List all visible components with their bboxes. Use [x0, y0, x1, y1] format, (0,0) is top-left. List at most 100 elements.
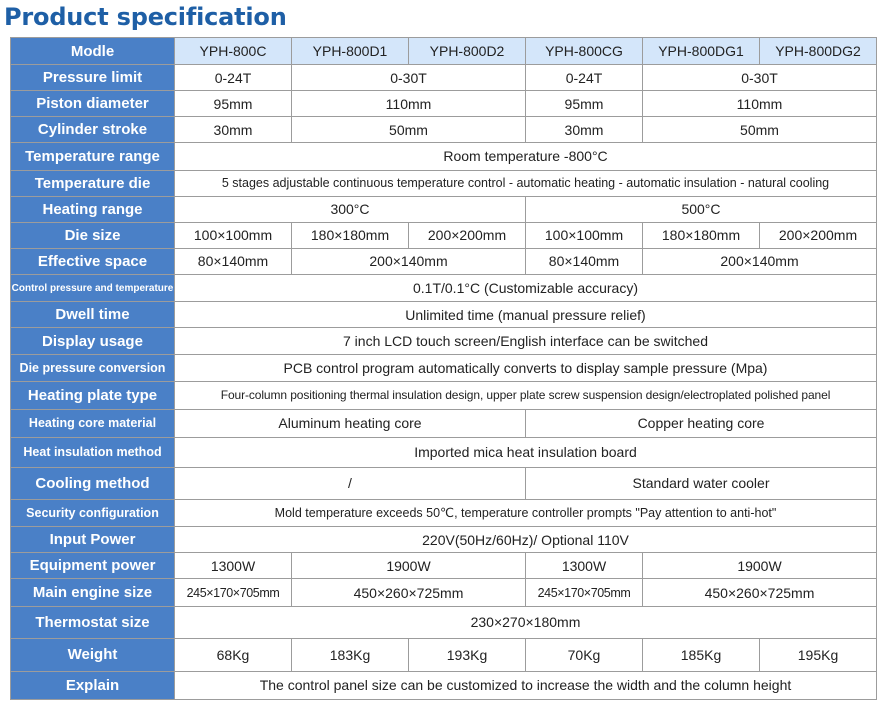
value-cell: Aluminum heating core	[174, 408, 526, 438]
row-label: Heating plate type	[10, 381, 175, 410]
row-label: Heating core material	[10, 408, 175, 438]
row-temperature-die: Temperature die 5 stages adjustable cont…	[10, 169, 877, 197]
row-explain: Explain The control panel size can be cu…	[10, 670, 877, 701]
row-die-size: Die size 100×100mm 180×180mm 200×200mm 1…	[10, 221, 877, 249]
value-cell: 30mm	[174, 116, 292, 144]
row-label: Control pressure and temperature	[10, 273, 175, 303]
row-dwell-time: Dwell time Unlimited time (manual pressu…	[10, 301, 877, 329]
value-cell: 0.1T/0.1°C (Customizable accuracy)	[174, 273, 877, 303]
row-cooling-method: Cooling method / Standard water cooler	[10, 466, 877, 500]
row-heat-insulation-method: Heat insulation method Imported mica hea…	[10, 436, 877, 468]
row-label: Piston diameter	[10, 90, 175, 118]
value-cell: /	[174, 466, 526, 500]
value-cell: 180×180mm	[642, 221, 760, 249]
value-cell: 0-30T	[642, 64, 877, 92]
value-cell: PCB control program automatically conver…	[174, 354, 877, 383]
value-cell: Copper heating core	[525, 408, 877, 438]
value-cell: 245×170×705mm	[174, 578, 292, 608]
row-label: Dwell time	[10, 301, 175, 329]
model-cell: YPH-800CG	[525, 36, 643, 66]
row-die-pressure-conversion: Die pressure conversion PCB control prog…	[10, 354, 877, 383]
model-cell: YPH-800D2	[408, 36, 526, 66]
value-cell: Four-column positioning thermal insulati…	[174, 381, 877, 410]
row-model: Modle YPH-800C YPH-800D1 YPH-800D2 YPH-8…	[10, 36, 877, 66]
value-cell: Unlimited time (manual pressure relief)	[174, 301, 877, 329]
value-cell: 500°C	[525, 195, 877, 223]
row-label: Pressure limit	[10, 64, 175, 92]
value-cell: 7 inch LCD touch screen/English interfac…	[174, 327, 877, 356]
value-cell: 200×200mm	[408, 221, 526, 249]
value-cell: 110mm	[291, 90, 526, 118]
row-control-pressure: Control pressure and temperature 0.1T/0.…	[10, 273, 877, 303]
value-cell: Mold temperature exceeds 50℃, temperatur…	[174, 498, 877, 528]
value-cell: 100×100mm	[525, 221, 643, 249]
model-cell: YPH-800D1	[291, 36, 409, 66]
row-label: Die pressure conversion	[10, 354, 175, 383]
row-weight: Weight 68Kg 183Kg 193Kg 70Kg 185Kg 195Kg	[10, 637, 877, 672]
value-cell: 95mm	[174, 90, 292, 118]
row-label: Main engine size	[10, 578, 175, 608]
row-effective-space: Effective space 80×140mm 200×140mm 80×14…	[10, 247, 877, 275]
value-cell: 50mm	[642, 116, 877, 144]
row-label: Die size	[10, 221, 175, 249]
value-cell: 110mm	[642, 90, 877, 118]
value-cell: 1300W	[525, 552, 643, 580]
row-pressure-limit: Pressure limit 0-24T 0-30T 0-24T 0-30T	[10, 64, 877, 92]
value-cell: 450×260×725mm	[291, 578, 526, 608]
row-label: Thermostat size	[10, 606, 175, 639]
value-cell: 193Kg	[408, 637, 526, 672]
value-cell: 30mm	[525, 116, 643, 144]
row-heating-range: Heating range 300°C 500°C	[10, 195, 877, 223]
row-label: Heat insulation method	[10, 436, 175, 468]
row-display-usage: Display usage 7 inch LCD touch screen/En…	[10, 327, 877, 356]
row-label: Temperature die	[10, 169, 175, 197]
value-cell: 230×270×180mm	[174, 606, 877, 639]
value-cell: 200×140mm	[291, 247, 526, 275]
row-piston-diameter: Piston diameter 95mm 110mm 95mm 110mm	[10, 90, 877, 118]
value-cell: 200×200mm	[759, 221, 877, 249]
value-cell: Room temperature -800°C	[174, 142, 877, 171]
row-label: Security configuration	[10, 498, 175, 528]
row-cylinder-stroke: Cylinder stroke 30mm 50mm 30mm 50mm	[10, 116, 877, 144]
row-label: Heating range	[10, 195, 175, 223]
value-cell: 200×140mm	[642, 247, 877, 275]
value-cell: Standard water cooler	[525, 466, 877, 500]
row-equipment-power: Equipment power 1300W 1900W 1300W 1900W	[10, 552, 877, 580]
row-heating-core-material: Heating core material Aluminum heating c…	[10, 408, 877, 438]
value-cell: 70Kg	[525, 637, 643, 672]
value-cell: 180×180mm	[291, 221, 409, 249]
value-cell: 5 stages adjustable continuous temperatu…	[174, 169, 877, 197]
spec-table: Modle YPH-800C YPH-800D1 YPH-800D2 YPH-8…	[10, 36, 877, 701]
row-thermostat-size: Thermostat size 230×270×180mm	[10, 606, 877, 639]
row-main-engine-size: Main engine size 245×170×705mm 450×260×7…	[10, 578, 877, 608]
value-cell: 95mm	[525, 90, 643, 118]
value-cell: Imported mica heat insulation board	[174, 436, 877, 468]
value-cell: 1900W	[291, 552, 526, 580]
value-cell: 50mm	[291, 116, 526, 144]
model-cell: YPH-800C	[174, 36, 292, 66]
value-cell: 1900W	[642, 552, 877, 580]
value-cell: 80×140mm	[525, 247, 643, 275]
value-cell: 185Kg	[642, 637, 760, 672]
value-cell: 450×260×725mm	[642, 578, 877, 608]
row-label: Equipment power	[10, 552, 175, 580]
row-input-power: Input Power 220V(50Hz/60Hz)/ Optional 11…	[10, 526, 877, 554]
row-label: Display usage	[10, 327, 175, 356]
page-title: Product specification	[4, 3, 287, 31]
row-label: Weight	[10, 637, 175, 672]
value-cell: 245×170×705mm	[525, 578, 643, 608]
row-label: Effective space	[10, 247, 175, 275]
value-cell: 100×100mm	[174, 221, 292, 249]
value-cell: 220V(50Hz/60Hz)/ Optional 110V	[174, 526, 877, 554]
value-cell: 1300W	[174, 552, 292, 580]
model-cell: YPH-800DG1	[642, 36, 760, 66]
row-temperature-range: Temperature range Room temperature -800°…	[10, 142, 877, 171]
value-cell: 0-24T	[174, 64, 292, 92]
value-cell: 68Kg	[174, 637, 292, 672]
value-cell: 195Kg	[759, 637, 877, 672]
value-cell: 80×140mm	[174, 247, 292, 275]
row-heating-plate-type: Heating plate type Four-column positioni…	[10, 381, 877, 410]
row-label-model: Modle	[10, 36, 175, 66]
value-cell: The control panel size can be customized…	[174, 670, 877, 701]
row-label: Input Power	[10, 526, 175, 554]
